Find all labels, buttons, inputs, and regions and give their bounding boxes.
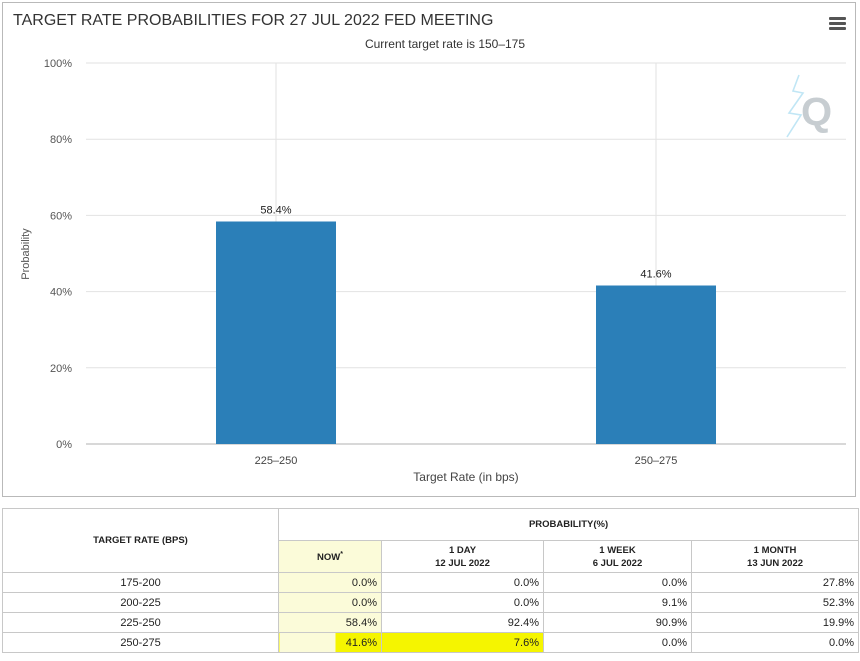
probability-cell: 0.0% [278, 572, 382, 593]
bar [216, 221, 336, 444]
target-rate-cell: 175-200 [2, 572, 279, 593]
target-rate-cell: 200-225 [2, 592, 279, 613]
probability-cell: 0.0% [381, 592, 544, 613]
chart-subtitle: Current target rate is 150–175 [365, 37, 525, 51]
probability-cell: 41.6% [278, 632, 382, 653]
probability-cell: 0.0% [381, 572, 544, 593]
column-header: 1 DAY 12 JUL 2022 [381, 540, 544, 573]
bars: 58.4% 41.6% [216, 204, 716, 444]
y-tick-label: 20% [50, 363, 72, 375]
column-header: 1 WEEK 6 JUL 2022 [543, 540, 692, 573]
bar-chart: TARGET RATE PROBABILITIES FOR 27 JUL 202… [13, 12, 846, 484]
target-rate-cell: 225-250 [2, 612, 279, 633]
gridlines [86, 62, 846, 445]
probability-cell: 7.6% [381, 632, 544, 653]
column-headers: NOW* 1 DAY 12 JUL 2022 1 WEEK 6 JUL 2022 1 MO… [3, 540, 860, 573]
target-rate-header: TARGET RATE (BPS) [2, 508, 279, 573]
x-tick-label: 250–275 [635, 455, 678, 467]
x-axis-ticks: 225–250 250–275 [255, 455, 678, 467]
x-axis-label: Target Rate (in bps) [413, 470, 518, 484]
probability-cell: 52.3% [690, 592, 860, 613]
probability-rows: 175-200 0.0% 0.0% 0.0% 27.8% 200-225 0.0% 0.0% 9… [2, 572, 860, 653]
table-row: 250-275 41.6% 7.6% 0.0% 0.0% [2, 632, 860, 653]
probability-cell: 19.9% [690, 612, 860, 633]
bar [596, 285, 716, 444]
x-tick-label: 225–250 [255, 455, 298, 467]
probability-cell: 92.4% [381, 612, 544, 633]
target-rate-cell: 250-275 [2, 632, 279, 653]
y-tick-label: 0% [56, 439, 72, 451]
table-row: 175-200 0.0% 0.0% 0.0% 27.8% [2, 572, 860, 593]
probability-table: TARGET RATE (BPS) PROBABILITY(%) NOW* 1 D… [2, 508, 860, 653]
probability-header: PROBABILITY(%) [277, 508, 860, 541]
table-row: 225-250 58.4% 92.4% 90.9% 19.9% [2, 612, 860, 633]
table-row: 200-225 0.0% 0.0% 9.1% 52.3% [2, 592, 860, 613]
probability-cell: 0.0% [278, 592, 382, 613]
probability-cell: 0.0% [543, 572, 692, 593]
y-tick-label: 40% [50, 287, 72, 299]
y-tick-label: 80% [50, 134, 72, 146]
svg-text:Q: Q [801, 90, 832, 134]
hamburger-menu-icon [829, 17, 846, 20]
chart-title: TARGET RATE PROBABILITIES FOR 27 JUL 202… [13, 12, 493, 29]
probability-cell: 27.8% [690, 572, 860, 593]
y-tick-label: 60% [50, 210, 72, 222]
column-header: 1 MONTH 13 JUN 2022 [690, 540, 860, 573]
y-axis-label: Probability [20, 228, 32, 280]
y-axis-ticks: 0% 20% 40% 60% 80% 100% [44, 58, 72, 451]
probability-table-container: TARGET RATE (BPS) PROBABILITY(%) NOW* 1 D… [2, 508, 860, 656]
chart-menu-button[interactable] [829, 17, 847, 33]
data-label: 41.6% [640, 269, 671, 281]
column-header: NOW* [278, 540, 382, 573]
probability-cell: 90.9% [543, 612, 692, 633]
probability-cell: 0.0% [690, 632, 860, 653]
q-logo-icon: Q [786, 74, 832, 138]
probability-cell: 9.1% [543, 592, 692, 613]
probability-cell: 0.0% [543, 632, 692, 653]
y-tick-label: 100% [44, 58, 72, 70]
probability-cell: 58.4% [278, 612, 382, 633]
chart-panel: TARGET RATE PROBABILITIES FOR 27 JUL 202… [2, 2, 856, 497]
data-label: 58.4% [260, 204, 291, 216]
